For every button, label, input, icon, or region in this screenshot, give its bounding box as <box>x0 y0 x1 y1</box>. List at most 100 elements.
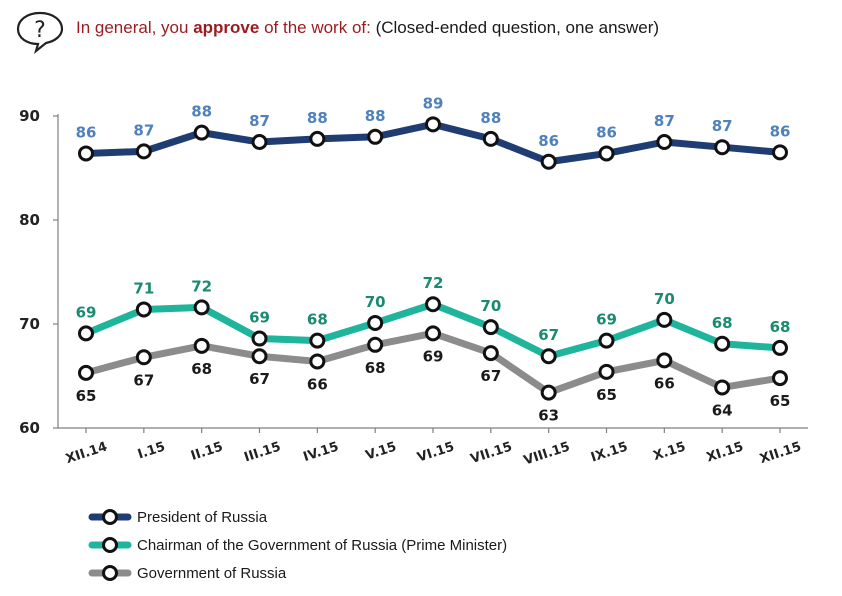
x-tick-label: IX.15 <box>589 440 630 466</box>
data-label: 88 <box>191 103 212 121</box>
x-tick-label: XI.15 <box>705 440 746 466</box>
data-point <box>540 153 557 170</box>
question-prefix: In general, you <box>76 18 194 37</box>
data-point <box>309 130 326 147</box>
x-tick-label: III.15 <box>242 440 282 466</box>
data-label: 63 <box>538 407 559 425</box>
series-3: 65 67 68 67 66 68 69 67 63 65 66 64 65 <box>76 325 791 425</box>
data-point <box>772 144 788 161</box>
y-tick-label: 70 <box>19 315 40 333</box>
data-label: 86 <box>76 123 97 141</box>
data-point <box>772 339 788 356</box>
series-1: 86 87 88 87 88 88 89 88 86 86 87 87 86 <box>76 94 790 170</box>
data-label: 68 <box>770 318 791 336</box>
data-point <box>482 319 499 336</box>
data-label: 68 <box>307 311 328 329</box>
data-label: 69 <box>596 311 617 329</box>
data-label: 64 <box>712 401 733 419</box>
y-tick-label: 90 <box>19 107 40 125</box>
question-text: In general, you approve of the work of: … <box>76 18 659 38</box>
data-point <box>251 134 268 150</box>
question-speech-bubble-icon: ? <box>16 11 64 54</box>
series-2: 69 71 72 69 68 70 72 70 67 69 70 68 68 <box>76 274 791 365</box>
data-label: 86 <box>596 123 617 141</box>
y-tick-label: 60 <box>19 419 40 437</box>
data-point <box>367 336 384 353</box>
legend-item: President of Russia <box>88 509 268 526</box>
data-point <box>598 145 615 162</box>
data-label: 69 <box>76 303 97 321</box>
data-point <box>193 337 210 354</box>
x-tick-label: I.15 <box>136 440 167 463</box>
data-point <box>714 335 731 352</box>
data-label: 69 <box>423 347 444 365</box>
data-point <box>251 348 268 365</box>
data-point <box>598 332 615 349</box>
legend-label: Chairman of the Government of Russia (Pr… <box>137 537 507 554</box>
data-point <box>309 332 326 349</box>
x-tick-label: VIII.15 <box>522 440 572 469</box>
data-point <box>309 353 326 370</box>
data-label: 70 <box>365 293 386 311</box>
question-note: (Closed-ended question, one answer) <box>375 18 660 37</box>
legend-item: Chairman of the Government of Russia (Pr… <box>88 537 507 554</box>
chart-legend: President of Russia Chairman of the Gover… <box>88 509 507 582</box>
data-label: 65 <box>76 387 97 405</box>
data-label: 88 <box>480 109 501 127</box>
data-point <box>714 379 731 396</box>
data-point <box>482 130 499 147</box>
legend-label: Government of Russia <box>137 565 287 582</box>
legend-item: Government of Russia <box>88 565 287 582</box>
data-label: 72 <box>423 274 444 292</box>
data-label: 70 <box>654 290 675 308</box>
data-point <box>425 296 441 313</box>
x-tick-label: IV.15 <box>301 440 340 465</box>
data-point <box>656 352 673 369</box>
data-point <box>425 325 441 342</box>
data-point <box>193 299 210 316</box>
data-point <box>367 314 384 331</box>
data-label: 65 <box>770 392 791 410</box>
x-tick-label: XII.14 <box>64 440 109 467</box>
data-label: 88 <box>365 107 386 125</box>
data-point <box>482 345 499 362</box>
data-point <box>193 124 210 141</box>
svg-text:?: ? <box>34 18 46 43</box>
data-label: 68 <box>712 314 733 332</box>
data-label: 66 <box>307 375 328 393</box>
legend-marker <box>102 565 118 581</box>
question-suffix: of the work of: <box>259 18 376 37</box>
data-point <box>78 325 94 342</box>
data-label: 65 <box>596 386 617 404</box>
data-point <box>540 348 557 365</box>
legend-label: President of Russia <box>137 509 268 526</box>
data-point <box>656 134 673 150</box>
data-point <box>78 364 94 381</box>
question-header: ? In general, you approve of the work of… <box>14 10 834 54</box>
data-point <box>425 116 441 133</box>
data-label: 67 <box>538 326 559 344</box>
question-emphasis: approve <box>193 18 260 37</box>
data-label: 87 <box>249 112 270 130</box>
data-point <box>772 370 788 387</box>
data-label: 87 <box>712 117 733 135</box>
data-label: 68 <box>365 359 386 377</box>
data-point <box>656 311 673 328</box>
x-tick-label: VII.15 <box>469 440 514 467</box>
data-label: 86 <box>538 132 559 150</box>
data-point <box>367 128 384 145</box>
data-label: 71 <box>133 279 154 297</box>
chart-series: 86 87 88 87 88 88 89 88 86 86 87 87 86 69 71 72 69 68 70 72… <box>76 94 791 424</box>
data-label: 67 <box>133 371 154 389</box>
data-point <box>714 139 731 156</box>
data-point <box>540 384 557 401</box>
data-label: 89 <box>423 94 444 112</box>
data-label: 87 <box>654 112 675 130</box>
x-tick-label: V.15 <box>364 440 399 464</box>
y-tick-label: 80 <box>19 211 40 229</box>
x-tick-label: X.15 <box>651 440 687 464</box>
data-point <box>135 143 152 160</box>
data-label: 70 <box>480 297 501 315</box>
data-point <box>78 145 94 162</box>
